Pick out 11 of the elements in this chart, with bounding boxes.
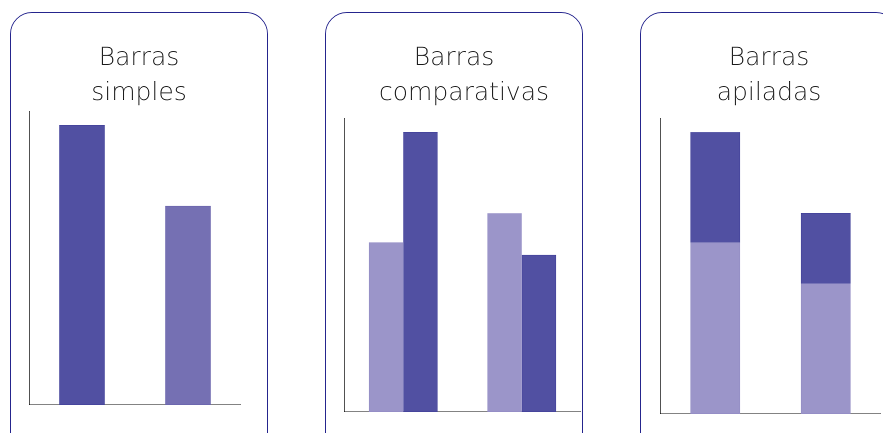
bar [522, 254, 556, 412]
bar [800, 283, 851, 414]
bar [800, 213, 851, 284]
bar [690, 132, 740, 243]
bar [368, 242, 404, 412]
bar [487, 213, 522, 412]
chart-title: Barras simples [90, 41, 188, 108]
bar [403, 132, 438, 412]
chart-title: Barras apiladas [716, 41, 822, 108]
chart-title: Barras comparativas [379, 41, 550, 108]
bar [690, 242, 740, 414]
